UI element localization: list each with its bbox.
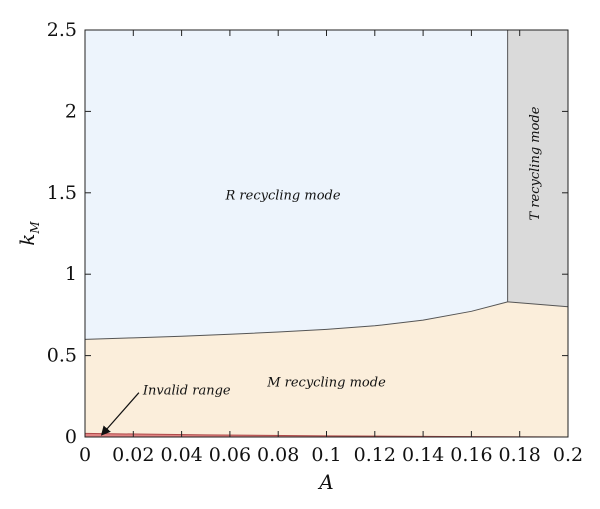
y-axis-title-subscript: M (28, 221, 42, 235)
x-tick-label: 0.08 (257, 444, 299, 466)
ticks-layer: 0 0.02 0.04 0.06 0.08 0.1 0.12 0.14 0.16 0.18 0.2 0… (47, 19, 583, 466)
y-tick-label: 0.5 (47, 345, 77, 367)
boundary-m-t (507, 301, 569, 308)
x-tick-label: 0.14 (402, 444, 444, 466)
region-label-t-recycling: T recycling mode (528, 106, 543, 220)
y-tick-label: 1.5 (47, 182, 77, 204)
y-tick-label: 2.5 (47, 19, 77, 41)
annotations-layer: R recycling mode M recycling mode T recycl… (100, 106, 543, 436)
y-tick-label: 0 (65, 426, 77, 448)
x-tick-label: 0 (79, 444, 91, 466)
y-axis-title-base: k (15, 234, 39, 246)
x-tick-label: 0.12 (354, 444, 396, 466)
x-tick-label: 0.04 (160, 444, 202, 466)
y-tick-label: 2 (65, 100, 77, 122)
region-invalid-range (85, 433, 568, 437)
region-t-recycling (507, 30, 568, 307)
y-axis-title: kM (15, 221, 42, 246)
annotation-invalid-arrow (100, 392, 140, 436)
x-tick-label: 0.02 (112, 444, 154, 466)
regions-layer (85, 30, 568, 437)
x-tick-label: 0.16 (450, 444, 492, 466)
boundary-m-r (84, 301, 508, 340)
x-axis-title: A (317, 470, 333, 494)
region-r-recycling (85, 30, 508, 340)
x-tick-label: 0.18 (499, 444, 541, 466)
x-tick-label: 0.06 (209, 444, 251, 466)
x-tick-label: 0.1 (311, 444, 341, 466)
region-label-r-recycling: R recycling mode (225, 188, 341, 203)
region-label-m-recycling: M recycling mode (266, 376, 386, 391)
x-tick-label: 0.2 (553, 444, 583, 466)
annotation-invalid-range: Invalid range (142, 384, 231, 399)
y-tick-label: 1 (65, 263, 77, 285)
